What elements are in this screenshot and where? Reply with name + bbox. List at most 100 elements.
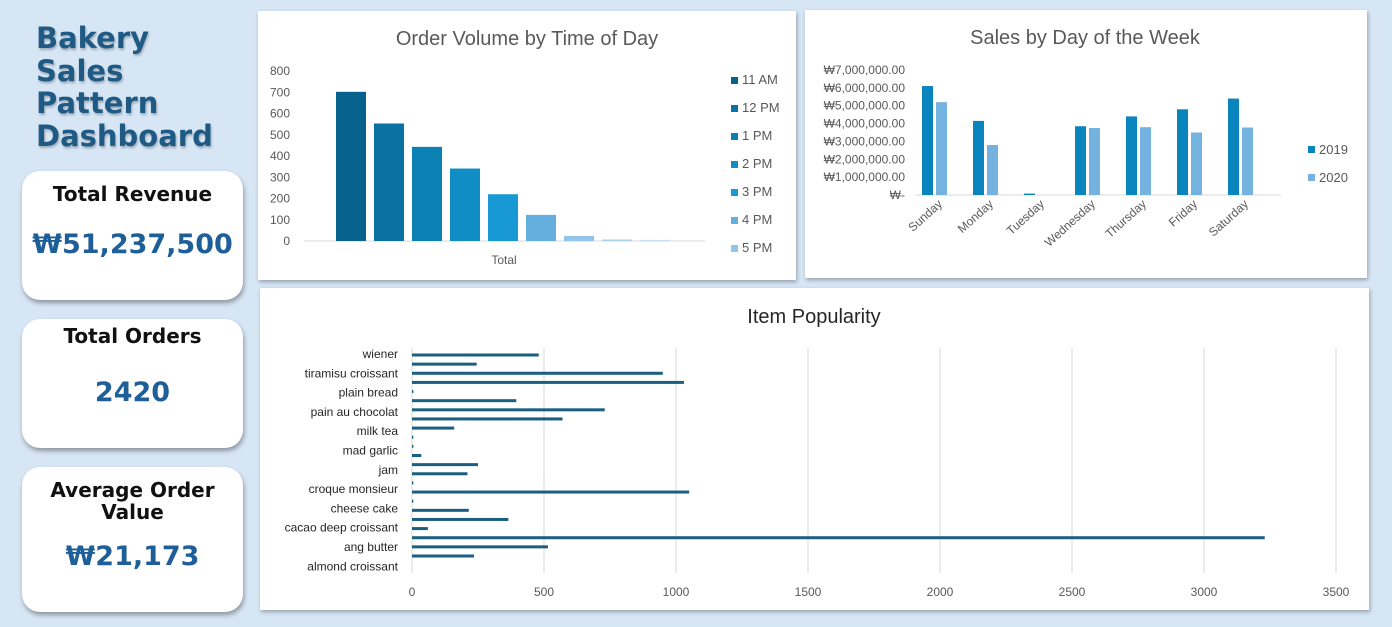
bar (412, 363, 477, 366)
bar (412, 436, 413, 439)
bar (1089, 128, 1100, 195)
y-category-label: cheese cake (331, 501, 399, 515)
x-tick-label: 0 (409, 585, 416, 599)
x-tick-label: Thursday (1102, 197, 1149, 241)
legend-label: 2 PM (742, 156, 772, 171)
y-category-label: milk tea (357, 424, 399, 438)
x-category-label: Total (491, 253, 516, 267)
y-tick-label: ₩7,000,000.00 (824, 63, 906, 77)
legend-label: 3 PM (742, 184, 772, 199)
legend-swatch (731, 105, 738, 112)
kpi-value: 2420 (22, 377, 243, 408)
bar (412, 491, 689, 494)
x-tick-label: Wednesday (1042, 197, 1098, 250)
bar (412, 527, 428, 530)
y-tick-label: 400 (270, 149, 290, 163)
chart-title: Item Popularity (747, 306, 880, 328)
bar (412, 472, 467, 475)
y-category-label: croque monsieur (309, 482, 398, 496)
bar (1191, 133, 1202, 196)
order-volume-panel: Order Volume by Time of Day 0 100 200 300 400… (258, 11, 796, 280)
x-tick-label: 3500 (1323, 585, 1350, 599)
bar (412, 390, 413, 393)
bar (412, 408, 605, 411)
legend-swatch (1308, 146, 1315, 153)
bar (412, 381, 684, 384)
legend-swatch (731, 161, 738, 168)
legend-swatch (731, 245, 738, 252)
bar (602, 240, 632, 241)
legend-swatch (731, 217, 738, 224)
bar (973, 121, 984, 195)
y-category-label: plain bread (339, 386, 398, 400)
kpi-total-orders: Total Orders 2420 (22, 319, 243, 448)
y-tick-label: 0 (283, 234, 290, 248)
legend-label: 4 PM (742, 212, 772, 227)
bar (564, 236, 594, 241)
bar (1228, 99, 1239, 195)
x-tick-label: Sunday (905, 197, 945, 235)
legend-label: 2019 (1319, 142, 1348, 157)
y-tick-label: 700 (270, 85, 290, 99)
y-tick-label: ₩5,000,000.00 (824, 99, 906, 113)
x-tick-label: Saturday (1206, 197, 1251, 240)
y-category-label: mad garlic (343, 444, 398, 458)
y-tick-label: 300 (270, 170, 290, 184)
bar (1075, 126, 1086, 195)
bar (450, 169, 480, 241)
bar (412, 417, 562, 420)
bar (412, 545, 548, 548)
title-line: Pattern (36, 87, 246, 120)
y-tick-label: 800 (270, 64, 290, 78)
y-tick-label: 500 (270, 128, 290, 142)
kpi-value: ₩21,173 (22, 541, 243, 572)
bar (640, 240, 670, 241)
bar (1024, 194, 1035, 195)
x-tick-label: 1500 (795, 585, 822, 599)
y-tick-label: ₩4,000,000.00 (824, 117, 906, 131)
y-category-label: pain au chocolat (311, 405, 399, 419)
x-tick-label: 1000 (663, 585, 690, 599)
kpi-label: Total Orders (22, 325, 243, 347)
bar (1242, 128, 1253, 196)
bar (412, 445, 413, 448)
bar (412, 518, 508, 521)
x-tick-label: Friday (1166, 197, 1200, 230)
bar (412, 463, 478, 466)
bar (936, 102, 947, 195)
legend-swatch (731, 133, 738, 140)
y-category-label: tiramisu croissant (305, 366, 399, 380)
title-line: Sales (36, 55, 246, 88)
y-category-label: almond croissant (307, 559, 398, 573)
bar (922, 86, 933, 195)
bar (526, 215, 556, 241)
bar (412, 372, 663, 375)
dashboard-title: Bakery Sales Pattern Dashboard (36, 22, 246, 152)
bar (412, 399, 516, 402)
kpi-average-order-value: Average Order Value ₩21,173 (22, 467, 243, 612)
kpi-label: Total Revenue (22, 183, 243, 205)
y-tick-label: ₩3,000,000.00 (824, 134, 906, 148)
x-tick-label: Monday (955, 197, 996, 236)
kpi-label: Average Order Value (22, 479, 243, 523)
legend-label: 11 AM (742, 72, 778, 87)
legend-swatch (731, 77, 738, 84)
y-category-label: wiener (362, 347, 398, 361)
bar (412, 354, 539, 357)
legend-label: 12 PM (742, 100, 780, 115)
y-tick-label: ₩2,000,000.00 (824, 152, 906, 166)
title-line: Bakery (36, 22, 246, 55)
bar (1126, 116, 1137, 195)
bar (412, 536, 1265, 539)
legend-swatch (1308, 174, 1315, 181)
y-tick-label: ₩- (890, 188, 905, 202)
y-category-label: cacao deep croissant (285, 521, 399, 535)
bar (412, 454, 421, 457)
y-category-label: ang butter (344, 540, 398, 554)
title-line: Dashboard (36, 120, 246, 153)
bar (412, 509, 469, 512)
legend-label: 5 PM (742, 240, 772, 255)
bar (1177, 109, 1188, 195)
y-tick-label: 100 (270, 213, 290, 227)
x-tick-label: 2000 (927, 585, 954, 599)
